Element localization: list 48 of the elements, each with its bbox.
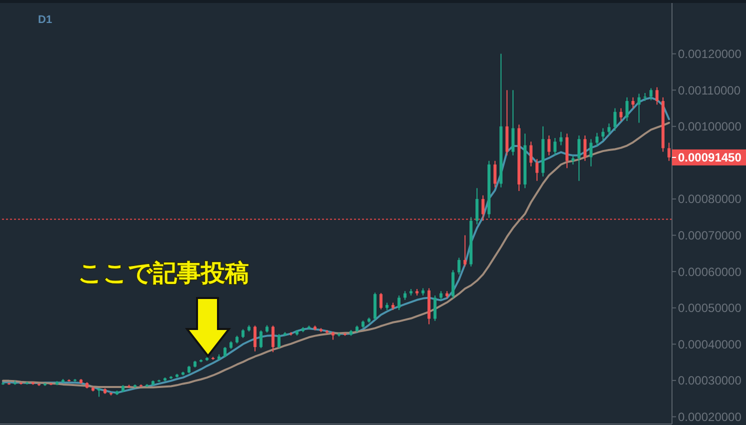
y-tick-label: 0.00070000 bbox=[678, 228, 742, 243]
text: 0.00091450 bbox=[678, 150, 742, 164]
candlestick bbox=[584, 134, 586, 162]
y-tick-label: 0.00100000 bbox=[678, 120, 742, 134]
candlestick bbox=[668, 142, 670, 162]
candlestick bbox=[632, 96, 634, 109]
candlestick bbox=[578, 134, 580, 182]
candlestick bbox=[278, 333, 280, 349]
candlestick bbox=[458, 257, 460, 275]
y-tick-label: 0.00110000 bbox=[678, 83, 741, 98]
candlestick bbox=[614, 108, 616, 132]
candlestick bbox=[548, 134, 550, 156]
candlestick bbox=[656, 86, 658, 106]
candlestick bbox=[530, 141, 532, 167]
y-tick-label: 0.00080000 bbox=[678, 192, 742, 206]
candlestick bbox=[602, 128, 604, 141]
candlestick bbox=[554, 138, 556, 156]
candlestick bbox=[272, 325, 274, 353]
candlestick bbox=[254, 325, 256, 352]
y-tick-label: 0.00020000 bbox=[678, 410, 742, 424]
y-tick-label: 0.00120000 bbox=[678, 47, 742, 62]
candlestick bbox=[596, 132, 598, 147]
y-tick-label: 0.00030000 bbox=[678, 374, 742, 388]
candlestick bbox=[464, 234, 466, 267]
text: D1 bbox=[38, 14, 52, 26]
candlestick bbox=[260, 330, 262, 349]
candlestick bbox=[560, 131, 562, 146]
candlestick bbox=[566, 133, 568, 169]
candlestick bbox=[494, 160, 496, 188]
candlestick bbox=[620, 108, 622, 122]
annotation: ここで記事投稿 bbox=[78, 259, 249, 287]
candlestick bbox=[476, 188, 478, 225]
candlestick bbox=[224, 346, 226, 358]
y-tick-label: 0.00040000 bbox=[678, 337, 742, 352]
candlestick bbox=[452, 270, 454, 299]
y-tick-label: 0.00050000 bbox=[678, 301, 742, 316]
candlestick bbox=[638, 93, 640, 124]
candlestick bbox=[380, 292, 382, 310]
candlestick bbox=[572, 154, 574, 166]
candlestick bbox=[434, 295, 436, 322]
candlestick bbox=[626, 96, 628, 122]
candlestick bbox=[398, 295, 400, 311]
candlestick bbox=[608, 122, 610, 136]
candlestick bbox=[590, 138, 592, 167]
y-tick-label: 0.00060000 bbox=[678, 264, 742, 279]
candlestick bbox=[512, 90, 514, 156]
candlestick bbox=[650, 88, 652, 101]
candlestick bbox=[536, 158, 538, 182]
